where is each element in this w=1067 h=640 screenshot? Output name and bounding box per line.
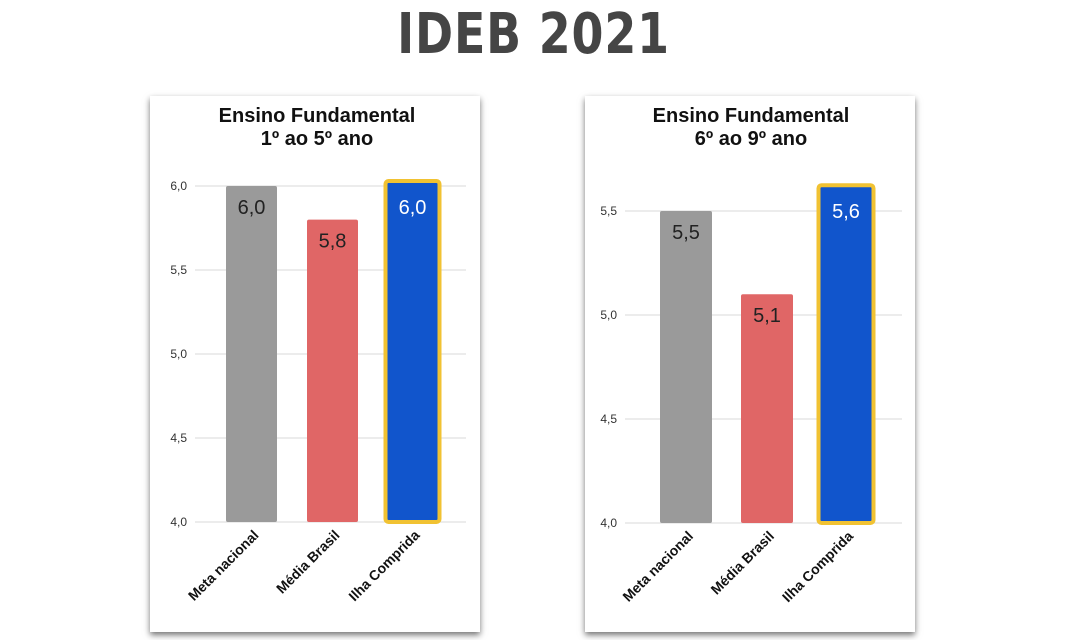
bar-1	[741, 294, 793, 523]
page-title: IDEB 2021	[397, 2, 670, 67]
bar-0	[226, 186, 277, 522]
chart-title-line1: Ensino Fundamental	[219, 105, 416, 127]
chart-card-6-9-ano: Ensino Fundamental 6º ao 9º ano 4,0 4,5 5,…	[585, 96, 915, 632]
chart-title-line2: 1º ao 5º ano	[261, 128, 373, 150]
x-tick-label: Ilha Comprida	[779, 528, 856, 605]
y-tick-label: 4,5	[170, 431, 187, 445]
bar-2	[383, 179, 442, 524]
chart-card-1-5-ano: Ensino Fundamental 1º ao 5º ano 4,0 4,5 5,…	[150, 96, 480, 632]
data-label: 6,0	[238, 197, 266, 219]
data-label: 6,0	[399, 197, 427, 219]
y-tick-label: 5,5	[600, 204, 617, 218]
x-tick-label: Média Brasil	[273, 527, 343, 597]
data-label: 5,1	[753, 305, 781, 327]
x-tick-label: Ilha Comprida	[345, 527, 422, 604]
y-tick-label: 4,5	[600, 412, 617, 426]
bar-chart-6-9-ano: Ensino Fundamental 6º ao 9º ano 4,0 4,5 5,…	[600, 105, 902, 605]
bar-chart-1-5-ano: Ensino Fundamental 1º ao 5º ano 4,0 4,5 5,…	[170, 105, 466, 604]
data-label: 5,5	[672, 222, 700, 244]
y-tick-label: 4,0	[600, 516, 617, 530]
data-label: 5,8	[319, 231, 347, 253]
chart-title-line1: Ensino Fundamental	[653, 105, 850, 127]
y-tick-label: 5,5	[170, 263, 187, 277]
bar-0	[660, 211, 712, 523]
data-label: 5,6	[832, 201, 860, 223]
bar-2	[816, 183, 876, 525]
y-tick-label: 5,0	[170, 347, 187, 361]
chart-title-line2: 6º ao 9º ano	[695, 128, 807, 150]
y-tick-label: 4,0	[170, 515, 187, 529]
bar-1	[307, 219, 358, 522]
y-tick-label: 6,0	[170, 179, 187, 193]
y-tick-label: 5,0	[600, 308, 617, 322]
x-tick-label: Média Brasil	[707, 528, 777, 598]
x-tick-label: Meta nacional	[619, 528, 696, 605]
x-tick-label: Meta nacional	[185, 527, 262, 604]
